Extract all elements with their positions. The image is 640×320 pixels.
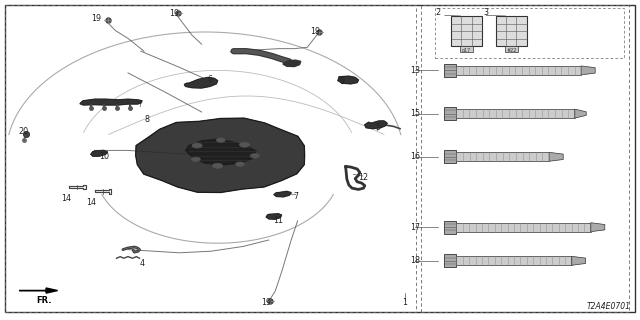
Text: 10: 10: [99, 152, 109, 161]
Polygon shape: [136, 118, 305, 192]
Polygon shape: [549, 152, 563, 161]
Bar: [496, 16, 527, 46]
Circle shape: [239, 142, 250, 147]
Bar: [5, 5, 416, 312]
Polygon shape: [283, 60, 301, 67]
Text: 20: 20: [19, 127, 29, 136]
Text: 4: 4: [140, 260, 145, 268]
Text: 14: 14: [61, 194, 71, 203]
Circle shape: [212, 163, 223, 168]
Text: 6: 6: [207, 76, 212, 84]
Bar: [444, 221, 456, 234]
Bar: [421, 5, 629, 312]
Circle shape: [250, 154, 259, 158]
Bar: [444, 64, 456, 77]
Polygon shape: [186, 139, 256, 165]
Text: 12: 12: [358, 173, 368, 182]
Text: 19: 19: [310, 28, 321, 36]
Bar: [444, 150, 456, 163]
Bar: [451, 16, 482, 46]
Polygon shape: [95, 189, 111, 194]
Circle shape: [191, 157, 200, 162]
Polygon shape: [69, 185, 86, 189]
Polygon shape: [591, 223, 605, 232]
Bar: [456, 66, 581, 75]
Polygon shape: [274, 191, 291, 197]
Circle shape: [192, 143, 202, 148]
Circle shape: [236, 162, 244, 166]
Text: 19: 19: [261, 298, 271, 307]
Text: 14: 14: [86, 198, 96, 207]
Text: T2A4E0701: T2A4E0701: [586, 302, 630, 311]
Bar: [456, 223, 591, 232]
Text: 3: 3: [484, 8, 489, 17]
Bar: [456, 256, 572, 265]
Text: 8: 8: [145, 116, 150, 124]
Text: 19: 19: [169, 9, 179, 18]
Polygon shape: [266, 214, 282, 219]
Text: 19: 19: [91, 14, 101, 23]
Bar: [435, 8, 624, 58]
Text: 9: 9: [340, 77, 345, 86]
Text: 1: 1: [403, 298, 408, 307]
Text: FR.: FR.: [36, 296, 51, 305]
Text: #22: #22: [506, 48, 516, 53]
Text: 15: 15: [410, 109, 420, 118]
Text: 5: 5: [375, 124, 380, 132]
Text: 11: 11: [273, 216, 284, 225]
Text: 13: 13: [410, 66, 420, 75]
Bar: [505, 46, 518, 52]
Text: 7: 7: [293, 192, 298, 201]
Polygon shape: [575, 109, 586, 118]
Polygon shape: [338, 76, 358, 84]
Text: 2: 2: [436, 8, 441, 17]
Text: o17: o17: [462, 48, 471, 53]
Polygon shape: [581, 66, 595, 75]
Bar: [456, 109, 575, 118]
Text: 16: 16: [410, 152, 420, 161]
Bar: [444, 254, 456, 267]
Polygon shape: [19, 288, 58, 293]
Circle shape: [216, 138, 225, 142]
Bar: [460, 46, 473, 52]
Polygon shape: [365, 121, 387, 129]
Text: 18: 18: [410, 256, 420, 265]
Text: 17: 17: [410, 223, 420, 232]
Polygon shape: [572, 256, 586, 265]
Bar: [456, 152, 549, 161]
Polygon shape: [184, 77, 218, 88]
Polygon shape: [80, 99, 142, 105]
Polygon shape: [91, 150, 108, 156]
Bar: [444, 107, 456, 120]
